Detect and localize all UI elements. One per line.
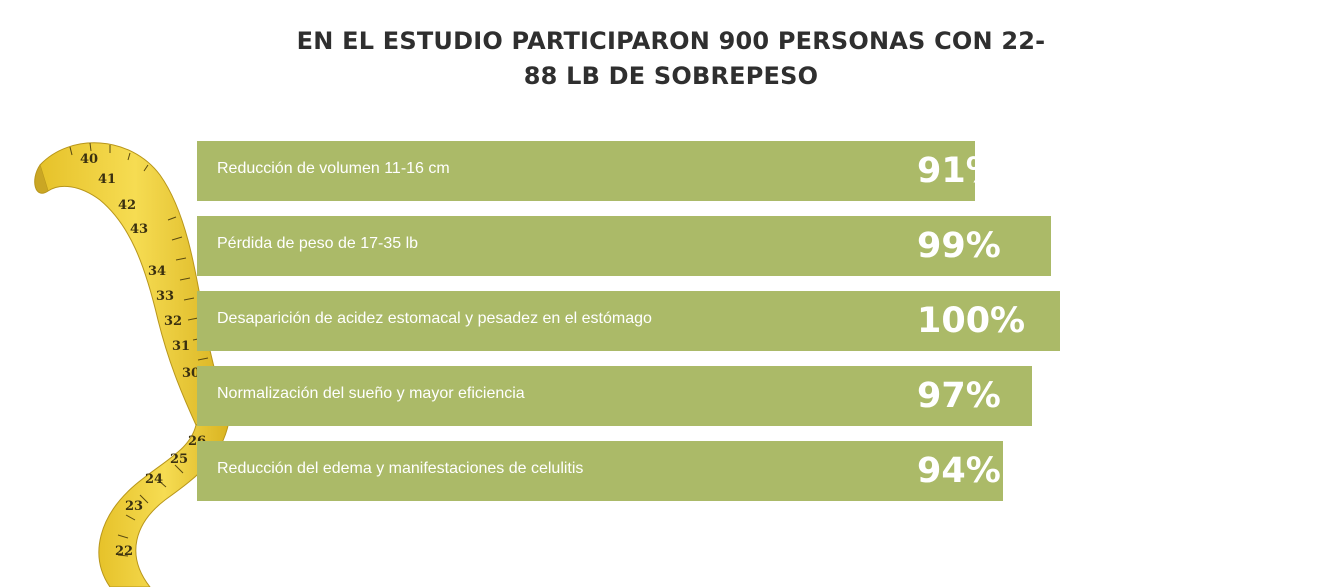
bar-label: Desaparición de acidez estomacal y pesad… <box>217 310 652 327</box>
chart-title-line-2: 88 LB DE SOBREPESO <box>523 62 819 90</box>
bar-value-label: 94% <box>917 451 1001 491</box>
chart-title: EN EL ESTUDIO PARTICIPARON 900 PERSONAS … <box>271 24 1071 94</box>
tape-number: 34 <box>148 264 166 279</box>
bar-label: Reducción del edema y manifestaciones de… <box>217 460 584 477</box>
tape-number: 25 <box>170 452 188 467</box>
bar-label: Normalización del sueño y mayor eficienc… <box>217 385 525 402</box>
tape-number: 22 <box>115 544 133 559</box>
bar-reduccion-edema: Reducción del edema y manifestaciones de… <box>197 441 1003 501</box>
tape-number: 31 <box>172 339 190 354</box>
bar-label: Reducción de volumen 11-16 cm <box>217 160 450 177</box>
tape-numbers: 40 41 42 43 34 33 32 31 30 26 25 24 23 2… <box>80 152 206 559</box>
bar-value-label: 99% <box>917 226 1001 266</box>
bar-normalizacion-sueno: Normalización del sueño y mayor eficienc… <box>197 366 1032 426</box>
chart-title-line-1: EN EL ESTUDIO PARTICIPARON 900 PERSONAS … <box>296 27 1046 55</box>
tape-number: 43 <box>130 222 148 237</box>
bar-reduccion-volumen: Reducción de volumen 11-16 cm 91% <box>197 141 1001 201</box>
bar-value-label: 97% <box>917 376 1001 416</box>
bar-value-label: 100% <box>917 301 1026 341</box>
bar-value-label: 91% <box>917 151 1001 191</box>
bar-label: Pérdida de peso de 17-35 lb <box>217 235 419 252</box>
tape-number: 33 <box>156 289 174 304</box>
tape-number: 32 <box>164 314 182 329</box>
tape-roll-edge <box>34 164 49 194</box>
bar-desaparicion-acidez: Desaparición de acidez estomacal y pesad… <box>197 291 1060 351</box>
tape-number: 42 <box>118 198 136 213</box>
tape-number: 24 <box>145 472 163 487</box>
tape-number: 23 <box>125 499 143 514</box>
tape-number: 41 <box>98 172 116 187</box>
tape-number: 30 <box>182 366 200 381</box>
tape-number: 40 <box>80 152 98 167</box>
bar-perdida-peso: Pérdida de peso de 17-35 lb 99% <box>197 216 1051 276</box>
